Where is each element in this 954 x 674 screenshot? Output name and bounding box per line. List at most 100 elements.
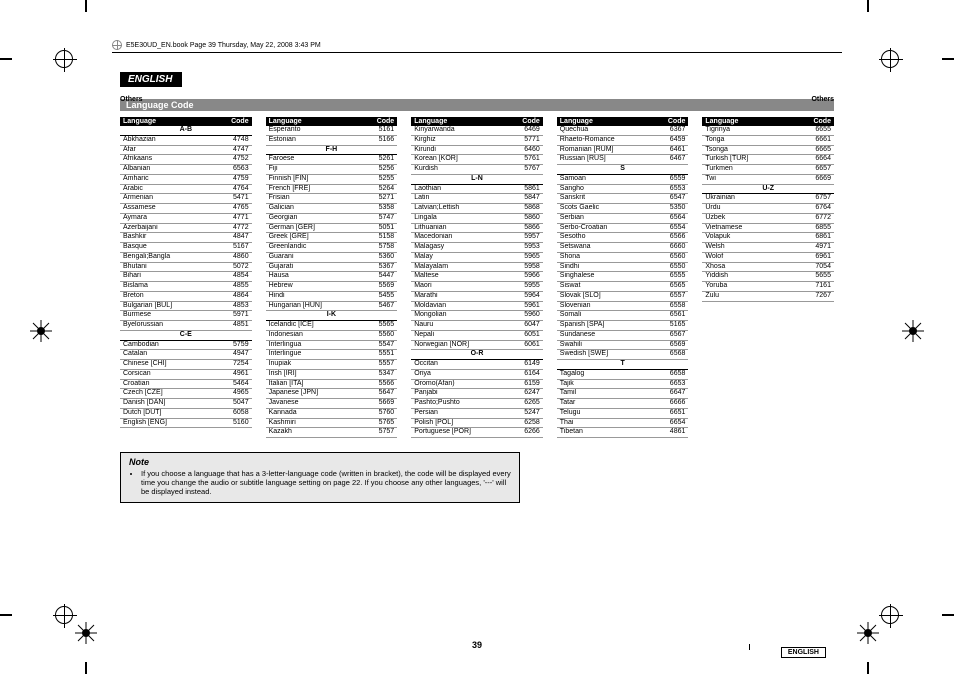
- crop-mark: [0, 58, 12, 60]
- header-code: Code: [501, 117, 543, 126]
- table-row: Greek [GRE]5158: [266, 233, 398, 243]
- code-cell: 4861: [646, 428, 688, 438]
- table-row: Tigrinya6655: [702, 126, 834, 135]
- code-cell: 6149: [501, 360, 543, 370]
- section-divider: F-H: [266, 145, 398, 155]
- table-column: LanguageCodeKinyarwanda6469Kirghiz5771Ki…: [411, 117, 543, 438]
- section-divider: U-Z: [702, 184, 834, 194]
- code-cell: 5271: [355, 194, 397, 204]
- registration-diamond-icon: [30, 320, 52, 342]
- code-cell: 5551: [355, 350, 397, 360]
- language-cell: Oromo(Afan): [411, 379, 500, 389]
- language-cell: Telugu: [557, 408, 646, 418]
- registration-mark-icon: [55, 606, 73, 624]
- language-cell: Fiji: [266, 165, 355, 175]
- code-cell: 6566: [646, 233, 688, 243]
- code-cell: 5367: [355, 262, 397, 272]
- language-cell: Wolof: [702, 252, 791, 262]
- language-cell: Czech [CZE]: [120, 389, 209, 399]
- header-language: Language: [702, 117, 791, 126]
- code-cell: 6553: [646, 184, 688, 194]
- code-cell: 6550: [646, 262, 688, 272]
- code-cell: 5760: [355, 408, 397, 418]
- table-row: Serbian6564: [557, 213, 689, 223]
- table-row: Interlingua5547: [266, 340, 398, 350]
- language-cell: Bislama: [120, 282, 209, 292]
- table-row: Scots Gaelic5350: [557, 204, 689, 214]
- table-row: Turkmen6657: [702, 165, 834, 175]
- table-row: Lingala5860: [411, 213, 543, 223]
- code-cell: 6561: [646, 311, 688, 321]
- language-cell: Sanskrit: [557, 194, 646, 204]
- language-cell: Uzbek: [702, 213, 791, 223]
- crop-mark: [85, 0, 87, 12]
- table-row: Quechua6367: [557, 126, 689, 135]
- language-cell: Afrikaans: [120, 155, 209, 165]
- table-row: Yoruba7161: [702, 282, 834, 292]
- table-row: Lithuanian5866: [411, 223, 543, 233]
- table-row: Sangho6553: [557, 184, 689, 194]
- table-row: Kannada5760: [266, 408, 398, 418]
- language-cell: Kannada: [266, 408, 355, 418]
- code-cell: 6664: [792, 155, 834, 165]
- language-cell: Yoruba: [702, 282, 791, 292]
- registration-diamond-icon: [857, 622, 879, 644]
- code-cell: 5655: [792, 272, 834, 282]
- code-cell: 4961: [209, 369, 251, 379]
- code-cell: 6654: [646, 418, 688, 428]
- table-row: Wolof6961: [702, 252, 834, 262]
- language-cell: Guarani: [266, 252, 355, 262]
- table-row: Fiji5256: [266, 165, 398, 175]
- table-row: Albanian6563: [120, 165, 252, 175]
- code-cell: 5964: [501, 291, 543, 301]
- language-cell: Latin: [411, 194, 500, 204]
- code-cell: 7254: [209, 360, 251, 370]
- language-cell: Indonesian: [266, 330, 355, 340]
- table-row: Xhosa7054: [702, 262, 834, 272]
- code-cell: 4764: [209, 184, 251, 194]
- table-row: Byelorussian4851: [120, 321, 252, 331]
- language-cell: Kazakh: [266, 428, 355, 438]
- crop-mark: [0, 614, 12, 616]
- table-row: Galician5358: [266, 204, 398, 214]
- code-cell: 5072: [209, 262, 251, 272]
- language-table: LanguageCodeKinyarwanda6469Kirghiz5771Ki…: [411, 117, 543, 438]
- table-row: Finnish [FIN]5255: [266, 174, 398, 184]
- code-cell: 4759: [209, 174, 251, 184]
- language-cell: Samoan: [557, 174, 646, 184]
- code-cell: 5167: [209, 243, 251, 253]
- language-cell: Turkish [TUR]: [702, 155, 791, 165]
- table-row: Javanese5669: [266, 399, 398, 409]
- table-row: Nauru6047: [411, 321, 543, 331]
- table-row: English [ENG]5160: [120, 418, 252, 428]
- language-cell: Tatar: [557, 399, 646, 409]
- code-cell: 6660: [646, 243, 688, 253]
- language-cell: German [GER]: [266, 223, 355, 233]
- language-cell: Kurdish: [411, 165, 500, 175]
- language-cell: Tigrinya: [702, 126, 791, 135]
- table-row: Kirghiz5771: [411, 135, 543, 145]
- language-cell: Albanian: [120, 165, 209, 175]
- table-row: Romanian [RUM]6461: [557, 145, 689, 155]
- section-divider: I-K: [266, 311, 398, 321]
- language-cell: Aymara: [120, 213, 209, 223]
- code-cell: 5161: [355, 126, 397, 135]
- language-cell: Interlingue: [266, 350, 355, 360]
- language-cell: Panjabi: [411, 389, 500, 399]
- language-cell: Cambodian: [120, 340, 209, 350]
- table-row: Tatar6666: [557, 399, 689, 409]
- table-columns-container: LanguageCodeA-BAbkhazian4748Afar4747Afri…: [120, 117, 834, 438]
- code-cell: 5467: [355, 301, 397, 311]
- table-row: Abkhazian4748: [120, 135, 252, 145]
- code-cell: 4965: [209, 389, 251, 399]
- language-cell: Shona: [557, 252, 646, 262]
- table-row: Malagasy5953: [411, 243, 543, 253]
- language-cell: Setswana: [557, 243, 646, 253]
- language-cell: Moldavian: [411, 301, 500, 311]
- content-area: ENGLISH Others Others Language Code Lang…: [120, 72, 834, 634]
- table-row: Bashkir4847: [120, 233, 252, 243]
- table-row: Sundanese6567: [557, 330, 689, 340]
- language-cell: Volapuk: [702, 233, 791, 243]
- table-row: Moldavian5961: [411, 301, 543, 311]
- header-code: Code: [209, 117, 251, 126]
